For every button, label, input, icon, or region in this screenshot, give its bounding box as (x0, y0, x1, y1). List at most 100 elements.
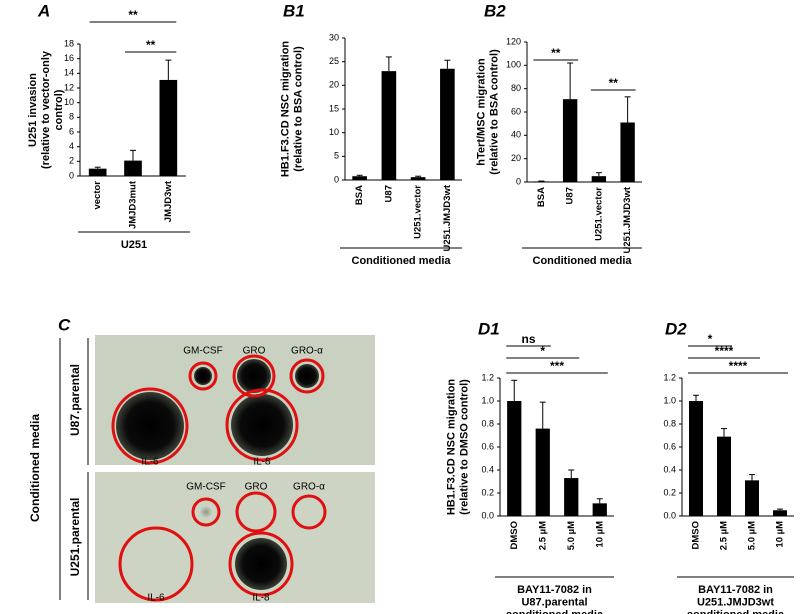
y-tick-label: 6 (69, 126, 74, 136)
y-axis-label: (relative to BSA control) (292, 46, 304, 172)
y-tick-label: 0.6 (663, 441, 676, 451)
y-tick-label: 30 (329, 32, 339, 42)
highlight-circle (228, 531, 294, 597)
spot (235, 538, 287, 590)
y-axis-label: hTert/MSC migration (475, 58, 487, 166)
significance-label: ** (551, 46, 561, 60)
bar (620, 122, 635, 182)
y-axis-label: HB1.F3.CD NSC migration (445, 379, 457, 516)
highlight-circle (232, 354, 276, 398)
y-tick-label: 14 (64, 68, 74, 78)
y-tick-label: 10 (64, 97, 74, 107)
significance-label: ** (128, 8, 138, 22)
panel-title: A (37, 1, 50, 20)
x-tick-label: DMSO (509, 521, 520, 550)
panel-c: C Conditioned media U87.parental U251.pa… (28, 315, 375, 604)
significance-label: *** (550, 359, 564, 373)
panel-title: D2 (665, 319, 687, 338)
x-tick-label: BSA (536, 187, 547, 207)
spot-label: GRO-α (293, 482, 325, 493)
bar (591, 176, 607, 182)
y-tick-label: 18 (64, 38, 74, 48)
bar (124, 160, 142, 176)
significance-label: **** (729, 359, 748, 373)
spot-highlights (111, 354, 327, 602)
x-tick-label: U251.JMJD3wt (622, 186, 633, 253)
group-label: U251.JMJD3wt (697, 596, 774, 608)
panel-title: D1 (478, 319, 500, 338)
y-tick-label: 0.4 (663, 464, 676, 474)
panel-title: B2 (484, 1, 506, 20)
significance-label: ** (609, 76, 619, 90)
bar (773, 510, 787, 516)
highlight-circle (191, 497, 221, 527)
y-tick-label: 0 (334, 174, 339, 184)
y-tick-label: 1.0 (481, 395, 494, 405)
y-tick-label: 0.8 (663, 418, 676, 428)
bar (440, 68, 455, 180)
bar (534, 181, 549, 182)
x-tick-label: U251.vector (413, 185, 424, 239)
y-tick-label: 120 (506, 36, 521, 46)
y-tick-label: 100 (506, 60, 521, 70)
highlight-circle (111, 387, 189, 465)
y-tick-label: 60 (511, 106, 521, 116)
x-tick-label: U251.JMJD3wt (442, 184, 453, 251)
y-tick-label: 20 (329, 80, 339, 90)
spot-label: IL-6 (147, 593, 165, 604)
blot-label: U87.parental (68, 364, 82, 436)
y-tick-label: 1.2 (481, 372, 494, 382)
bar (88, 168, 107, 176)
x-tick-label: 2.5 µM (537, 521, 548, 550)
highlight-circle (291, 494, 327, 530)
y-tick-label: 40 (511, 130, 521, 140)
y-tick-label: 1.2 (663, 372, 676, 382)
spot (194, 367, 212, 385)
y-tick-label: 1.0 (663, 395, 676, 405)
y-axis-label: (relative to DMSO control) (458, 379, 470, 515)
bar (352, 176, 367, 180)
spot-label: GRO (245, 482, 268, 493)
x-tick-label: 10 µM (594, 521, 605, 548)
spot (116, 392, 184, 460)
highlight-circle (235, 491, 277, 533)
y-tick-label: 16 (64, 53, 74, 63)
y-tick-label: 4 (69, 141, 74, 151)
group-label: U87.parental (521, 596, 587, 608)
spot-label: IL-6 (141, 457, 159, 468)
spot-label: GRO-α (291, 346, 323, 357)
x-tick-label: JMJD3mut (128, 180, 139, 229)
spot (231, 394, 293, 456)
y-tick-label: 0.2 (663, 487, 676, 497)
group-label: U251 (121, 239, 147, 251)
spot-label: GRO (243, 346, 266, 357)
y-tick-label: 8 (69, 112, 74, 122)
spot-label: IL-8 (253, 457, 271, 468)
y-axis-label: U251 invasion (27, 73, 39, 147)
group-label: BAY11-7082 in (517, 584, 592, 596)
y-tick-label: 2 (69, 156, 74, 166)
spot-label: IL-8 (252, 593, 270, 604)
y-axis-label: HB1.F3.CD NSC migration (279, 41, 291, 178)
bar (689, 401, 703, 516)
x-tick-label: 10 µM (775, 521, 786, 548)
bar (535, 428, 550, 516)
x-tick-label: DMSO (691, 521, 702, 550)
group-label: BAY11-7082 in (698, 584, 773, 596)
significance-label: ** (146, 38, 156, 52)
group-label: conditioned media (506, 609, 604, 614)
x-tick-label: 2.5 µM (719, 521, 730, 550)
y-tick-label: 0.6 (481, 441, 494, 451)
y-tick-label: 0.8 (481, 418, 494, 428)
spot (237, 359, 271, 393)
y-tick-label: 0 (516, 176, 521, 186)
highlight-circle (118, 526, 194, 602)
bar (159, 79, 178, 176)
y-tick-label: 10 (329, 127, 339, 137)
bar (745, 480, 759, 516)
significance-label: * (540, 344, 545, 358)
bar (507, 401, 522, 516)
x-tick-label: JMJD3wt (163, 180, 174, 222)
bar (564, 478, 579, 516)
x-tick-label: 5.0 µM (566, 521, 577, 550)
